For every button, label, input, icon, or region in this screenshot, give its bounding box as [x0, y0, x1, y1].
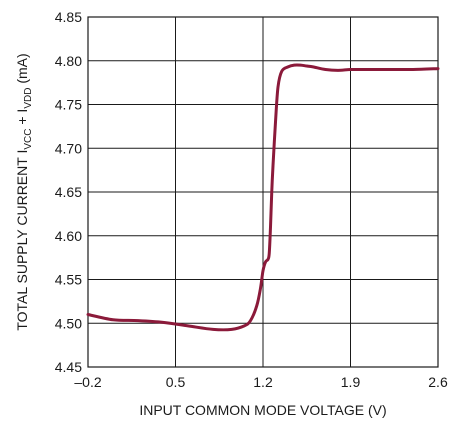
x-tick-labels: –0.2 0.5 1.2 1.9 2.6	[74, 374, 448, 390]
x-tick-label: 1.2	[253, 374, 273, 390]
y-tick-label: 4.45	[55, 359, 82, 375]
y-axis-label-sub1: VCC	[23, 129, 34, 150]
x-tick-label: 1.9	[341, 374, 361, 390]
x-axis-label: INPUT COMMON MODE VOLTAGE (V)	[139, 402, 386, 418]
y-tick-label: 4.85	[55, 9, 82, 25]
y-tick-label: 4.70	[55, 140, 82, 156]
x-tick-label: 0.5	[166, 374, 186, 390]
y-tick-label: 4.75	[55, 97, 82, 113]
x-tick-label: 2.6	[428, 374, 448, 390]
y-axis-label: TOTAL SUPPLY CURRENT IVCC + IVDD (mA)	[14, 53, 34, 330]
y-tick-labels: 4.45 4.50 4.55 4.60 4.65 4.70 4.75 4.80 4.85	[55, 9, 82, 375]
y-axis-label-middle: + I	[14, 109, 30, 129]
y-axis-label-sub2: VDD	[23, 88, 34, 109]
y-tick-label: 4.60	[55, 228, 82, 244]
y-axis-label-suffix: (mA)	[14, 53, 30, 87]
y-tick-label: 4.50	[55, 315, 82, 331]
y-tick-label: 4.80	[55, 53, 82, 69]
y-tick-label: 4.55	[55, 272, 82, 288]
y-axis-label-prefix: TOTAL SUPPLY CURRENT I	[14, 150, 30, 331]
x-tick-label: –0.2	[74, 374, 101, 390]
y-tick-label: 4.65	[55, 184, 82, 200]
